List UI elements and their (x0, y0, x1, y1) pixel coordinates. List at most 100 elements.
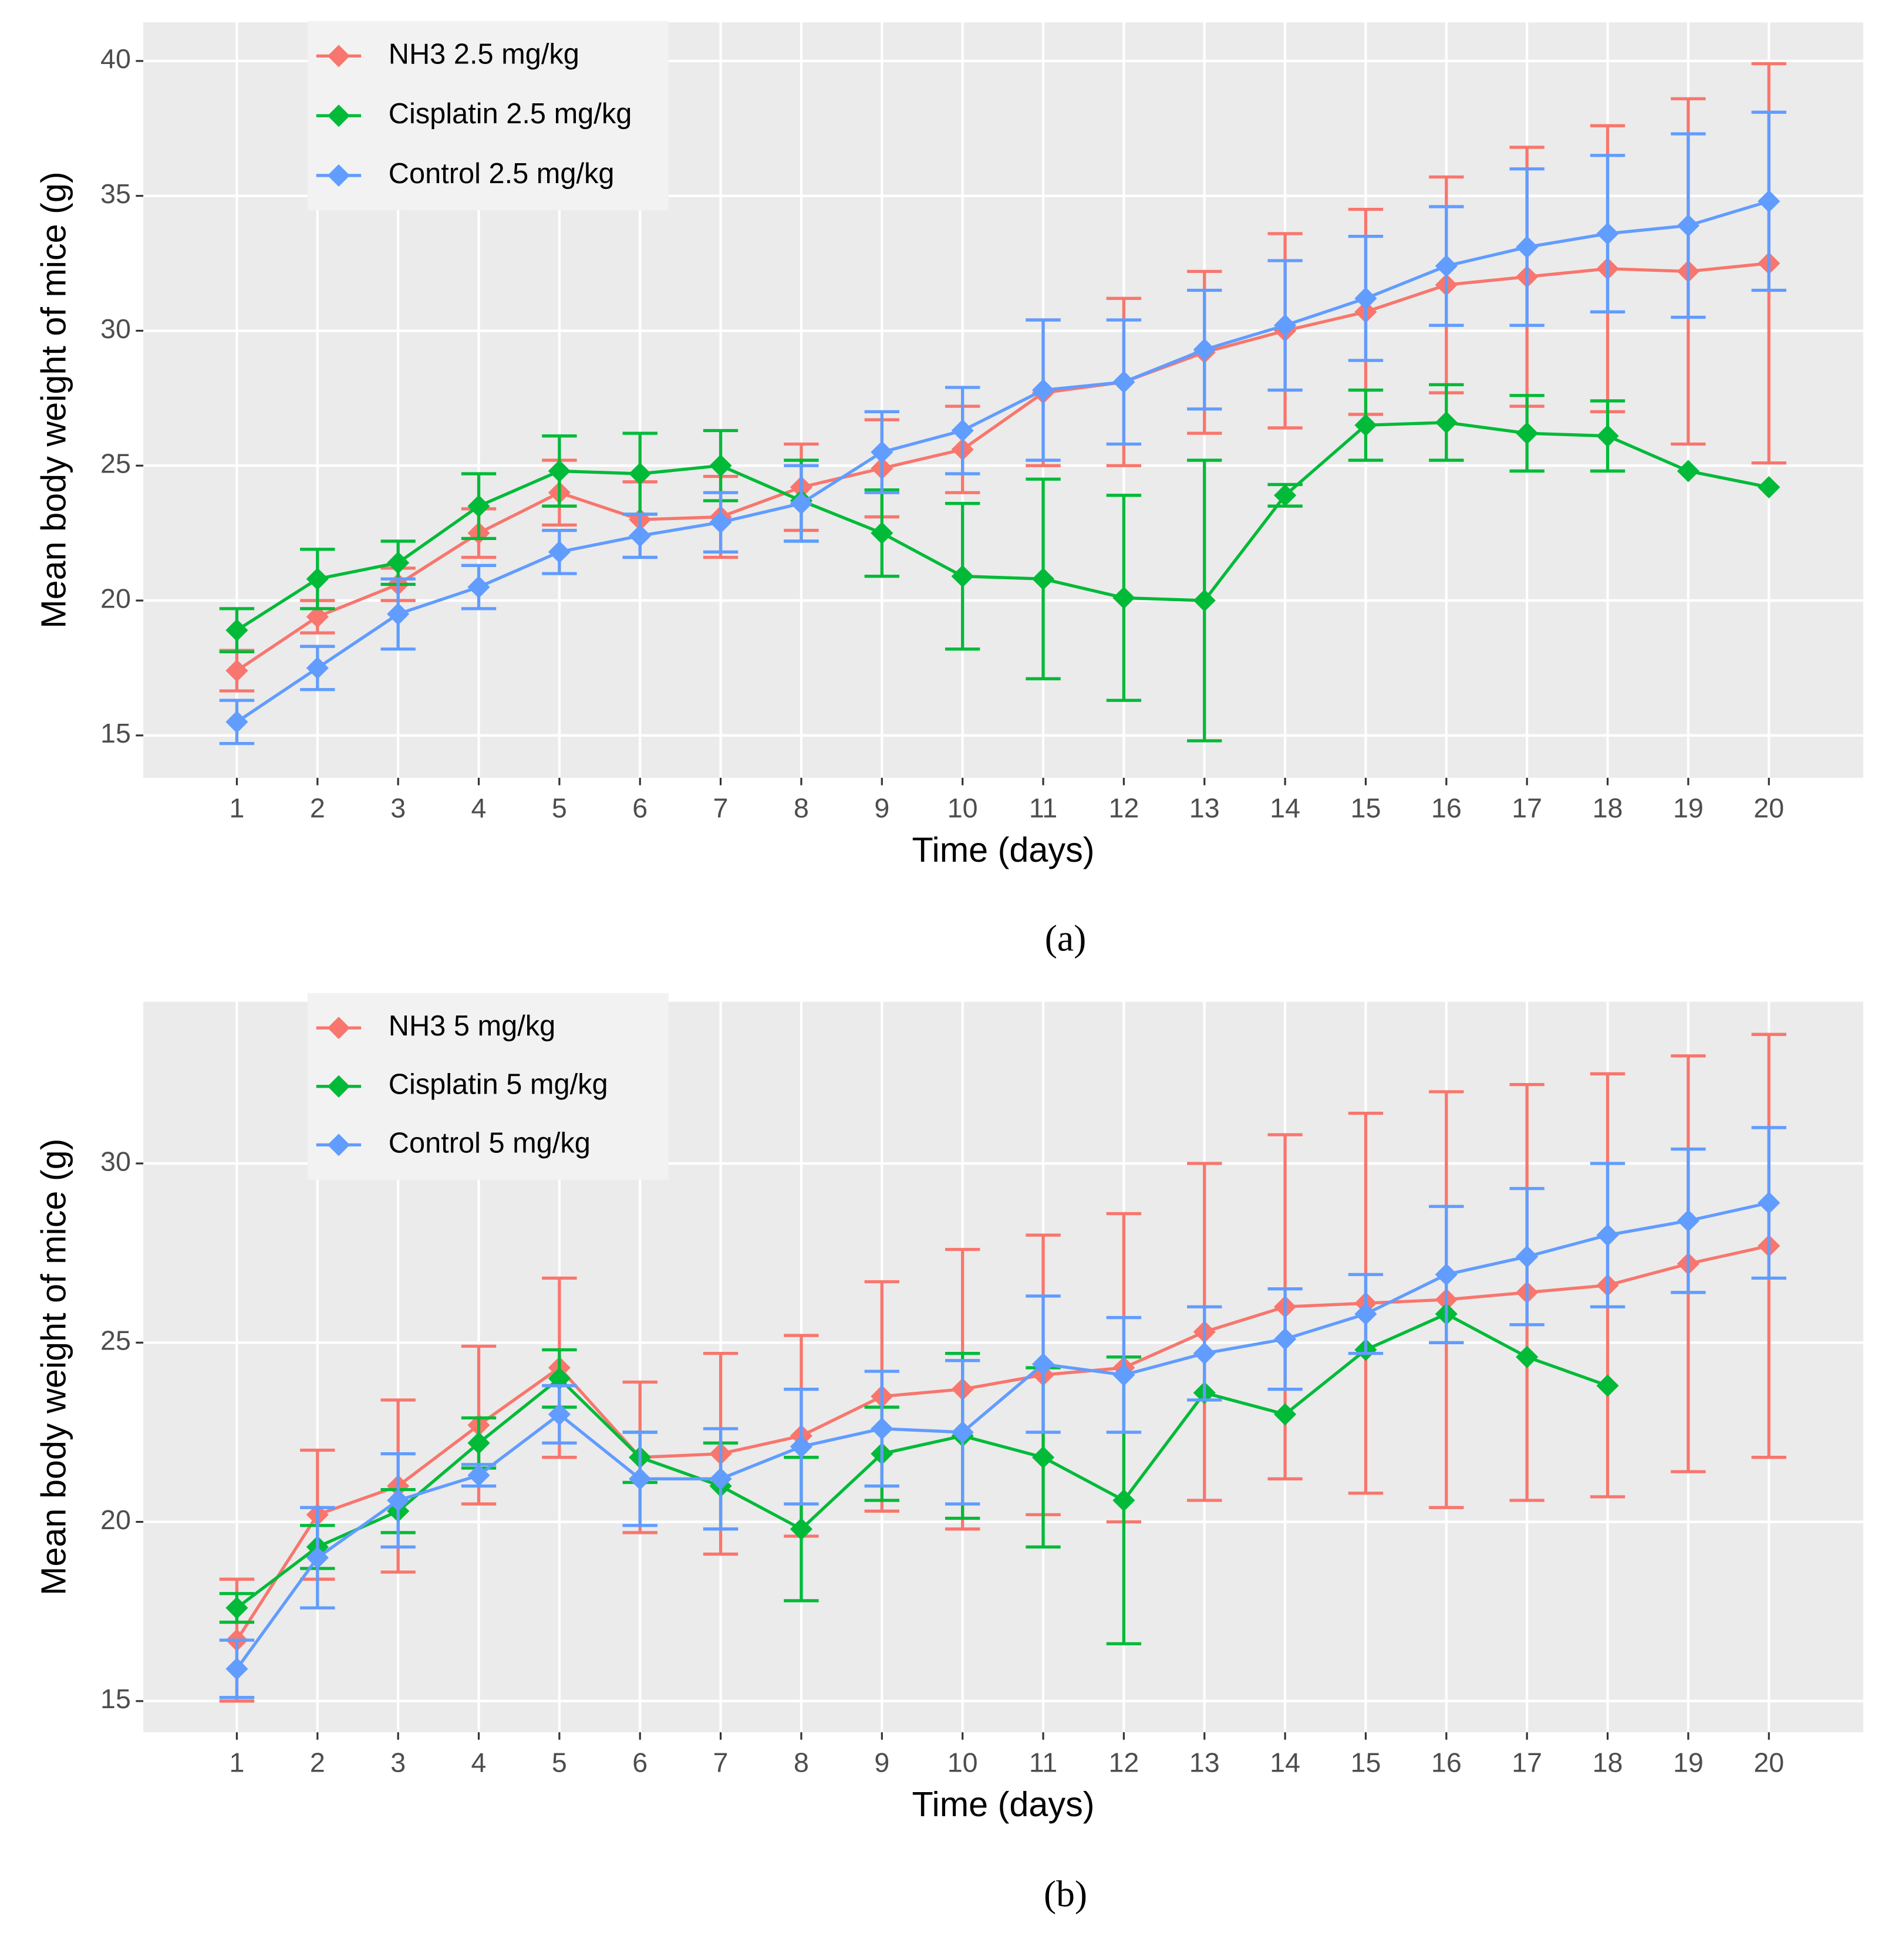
caption: (a) (1045, 917, 1087, 959)
data-point (1516, 1245, 1539, 1268)
series-line (235, 1201, 1769, 1670)
x-tick-label: 12 (1108, 792, 1139, 823)
data-point (1596, 1224, 1619, 1247)
x-tick-label: 8 (794, 1747, 809, 1777)
data-point (790, 1435, 813, 1458)
x-tick-label: 2 (310, 1747, 325, 1777)
data-point (467, 1464, 490, 1487)
data-point (1274, 1328, 1297, 1351)
x-tick-label: 8 (794, 792, 809, 823)
x-tick-label: 16 (1431, 792, 1462, 823)
x-tick-label: 6 (632, 1747, 648, 1777)
x-tick-label: 6 (632, 792, 648, 823)
data-point (709, 454, 732, 477)
y-tick-label: 15 (100, 718, 131, 748)
x-tick-label: 9 (874, 1747, 889, 1777)
x-tick-label: 17 (1512, 1747, 1542, 1777)
data-point (306, 605, 329, 628)
x-tick-label: 19 (1673, 792, 1704, 823)
legend-label: NH3 5 mg/kg (389, 1010, 555, 1042)
x-tick-label: 20 (1753, 1747, 1784, 1777)
data-point (1435, 411, 1458, 434)
data-point (467, 495, 490, 518)
data-point (1677, 214, 1699, 237)
y-tick-label: 30 (100, 313, 131, 344)
data-point (467, 1432, 490, 1455)
data-point (629, 524, 652, 547)
x-tick-label: 10 (947, 1747, 978, 1777)
data-point (548, 541, 571, 564)
x-tick-label: 4 (471, 1747, 487, 1777)
legend-box (307, 993, 669, 1180)
y-tick-label: 40 (100, 43, 131, 74)
data-point (1274, 484, 1297, 507)
data-point (1516, 235, 1539, 259)
legend-key-point (327, 1134, 350, 1156)
x-axis-title: Time (days) (912, 830, 1095, 869)
x-tick-label: 1 (229, 1747, 244, 1777)
legend-label: Cisplatin 2.5 mg/kg (389, 98, 632, 130)
data-point (225, 659, 248, 682)
x-tick-label: 14 (1270, 1747, 1300, 1777)
x-tick-label: 11 (1029, 1747, 1057, 1777)
series-line (235, 261, 1769, 672)
x-axis-title: Time (days) (912, 1784, 1095, 1824)
x-tick-label: 3 (390, 1747, 406, 1777)
data-point (1354, 1303, 1377, 1325)
data-point (1435, 1263, 1458, 1286)
x-tick-label: 17 (1512, 792, 1542, 823)
data-point (790, 492, 813, 515)
x-tick-label: 13 (1189, 1747, 1220, 1777)
y-tick-label: 20 (100, 1504, 131, 1535)
x-tick-label: 19 (1673, 1747, 1704, 1777)
data-point (1031, 568, 1055, 591)
legend-key-point (327, 1017, 350, 1040)
data-point (1031, 379, 1055, 402)
data-point (1596, 424, 1619, 447)
data-point (1274, 1403, 1297, 1426)
y-axis-title: Mean body weight of mice (g) (33, 171, 73, 628)
data-point (1112, 370, 1135, 393)
x-tick-label: 12 (1108, 1747, 1139, 1777)
data-point (1274, 314, 1297, 337)
x-tick-label: 3 (390, 792, 406, 823)
y-tick-label: 25 (100, 1325, 131, 1356)
data-point (225, 710, 248, 733)
x-tick-label: 18 (1593, 792, 1623, 823)
data-point (225, 1657, 248, 1681)
data-point (1516, 1345, 1539, 1368)
data-point (1031, 1446, 1055, 1469)
x-tick-label: 16 (1431, 1747, 1462, 1777)
data-point (467, 575, 490, 599)
data-point (387, 602, 410, 626)
x-tick-label: 5 (552, 792, 567, 823)
x-tick-label: 10 (947, 792, 978, 823)
data-point (951, 419, 974, 442)
x-tick-label: 1 (229, 792, 244, 823)
data-point (548, 1403, 571, 1426)
data-point (629, 462, 652, 485)
legend-box (307, 21, 669, 211)
series-line (236, 421, 1769, 632)
data-point (1516, 422, 1539, 445)
legend-key-point (327, 1075, 350, 1098)
data-point (1112, 586, 1135, 609)
y-tick-label: 30 (100, 1146, 131, 1176)
data-point (1677, 1209, 1699, 1232)
legend-key-point (327, 164, 350, 187)
data-point (1596, 1374, 1619, 1397)
series-line (235, 1244, 1769, 1641)
data-point (709, 1468, 732, 1490)
data-point (1758, 475, 1780, 499)
data-point (871, 1417, 893, 1440)
y-tick-label: 35 (100, 178, 131, 209)
series-line (235, 200, 1770, 724)
data-point (790, 1517, 813, 1540)
data-point (225, 1597, 248, 1620)
x-tick-label: 13 (1189, 792, 1220, 823)
legend-label: Control 5 mg/kg (389, 1127, 591, 1159)
data-point (629, 1468, 652, 1490)
legend-label: NH3 2.5 mg/kg (389, 38, 579, 70)
y-tick-label: 25 (100, 448, 131, 479)
y-tick-label: 20 (100, 583, 131, 613)
